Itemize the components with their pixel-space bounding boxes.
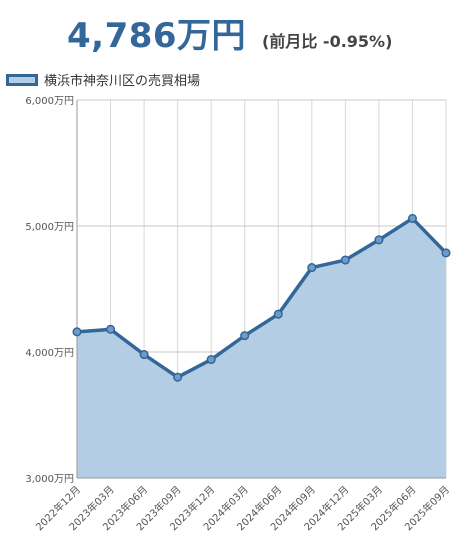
data-point[interactable] (340, 255, 350, 265)
data-point[interactable] (139, 349, 149, 360)
data-point[interactable] (273, 309, 283, 319)
y-tick-label: 6,000万円 (25, 96, 74, 107)
legend-label: 横浜市神奈川区の売買相場 (44, 74, 201, 89)
data-point[interactable] (374, 235, 384, 245)
data-point[interactable] (173, 372, 183, 382)
chart-legend[interactable]: 横浜市神奈川区の売買相場 (6, 70, 200, 89)
axis-layer (76, 100, 446, 479)
price-headline: 4,786万円 (前月比 -0.95%) (67, 8, 392, 58)
area-fill (77, 218, 446, 478)
data-point[interactable] (441, 248, 451, 258)
data-point[interactable] (307, 263, 317, 273)
data-point[interactable] (72, 327, 82, 337)
y-tick-label: 5,000万円 (25, 222, 74, 233)
current-price: 4,786万円 (67, 16, 247, 56)
series-line (76, 216, 448, 379)
data-point[interactable] (206, 355, 216, 365)
y-tick-label: 3,000万円 (25, 474, 74, 485)
y-tick-label: 4,000万円 (25, 348, 74, 359)
data-point[interactable] (407, 213, 418, 223)
data-point[interactable] (105, 324, 116, 334)
monthly-change: (前月比 -0.95%) (262, 32, 393, 51)
area-layer (77, 218, 446, 478)
data-point[interactable] (240, 331, 250, 341)
legend-swatch (6, 73, 38, 86)
points-layer (72, 213, 451, 382)
